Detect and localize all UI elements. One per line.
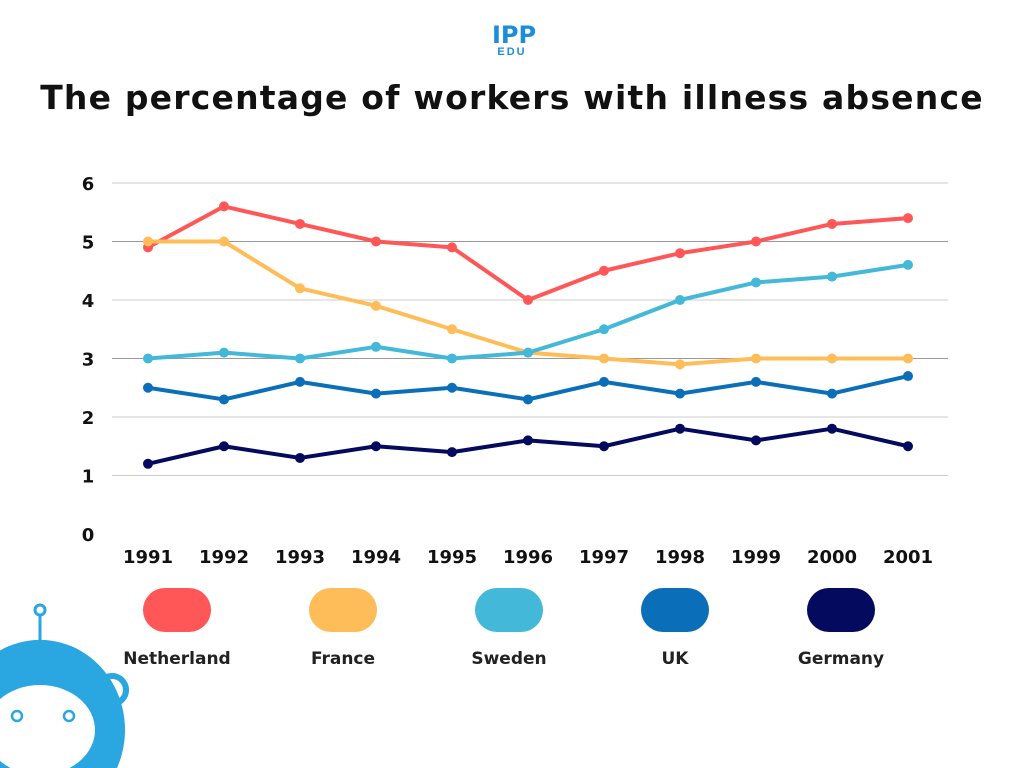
data-point-uk xyxy=(447,382,457,393)
y-tick-label: 5 xyxy=(82,233,95,254)
data-point-uk xyxy=(751,376,761,387)
data-point-france xyxy=(295,283,305,294)
mascot-icon xyxy=(0,603,129,768)
data-point-netherland xyxy=(751,236,761,247)
legend-swatch xyxy=(143,588,211,632)
data-point-sweden xyxy=(751,277,761,288)
data-point-germany xyxy=(903,441,913,452)
data-point-netherland xyxy=(219,201,229,212)
data-point-germany xyxy=(219,441,229,452)
data-point-netherland xyxy=(371,236,381,247)
x-tick-label: 2000 xyxy=(807,547,857,568)
data-point-france xyxy=(143,236,153,247)
x-tick-label: 1999 xyxy=(731,547,781,568)
data-point-germany xyxy=(599,441,609,452)
data-point-germany xyxy=(523,435,533,446)
legend-swatch xyxy=(641,588,709,632)
data-point-uk xyxy=(295,376,305,387)
data-point-germany xyxy=(143,458,153,469)
x-tick-label: 2001 xyxy=(883,547,933,568)
data-point-sweden xyxy=(599,324,609,335)
x-tick-label: 1996 xyxy=(503,547,553,568)
x-tick-label: 1994 xyxy=(351,547,401,568)
data-point-netherland xyxy=(447,242,457,253)
data-point-france xyxy=(599,353,609,364)
data-point-netherland xyxy=(903,213,913,224)
data-point-uk xyxy=(599,376,609,387)
data-point-germany xyxy=(751,435,761,446)
x-tick-label: 1995 xyxy=(427,547,477,568)
x-tick-label: 1998 xyxy=(655,547,705,568)
data-point-france xyxy=(371,300,381,311)
data-point-uk xyxy=(675,388,685,399)
data-point-netherland xyxy=(295,218,305,229)
data-point-france xyxy=(675,359,685,370)
legend-swatch xyxy=(807,588,875,632)
series-line-germany xyxy=(147,426,909,466)
series-line-sweden xyxy=(147,262,909,361)
data-point-uk xyxy=(903,371,913,382)
y-tick-label: 4 xyxy=(82,291,95,312)
x-tick-label: 1993 xyxy=(275,547,325,568)
data-point-netherland xyxy=(827,218,837,229)
data-point-germany xyxy=(295,452,305,463)
legend-label: Netherland xyxy=(123,649,231,669)
data-point-uk xyxy=(219,394,229,405)
legend-label: Sweden xyxy=(471,649,547,669)
data-point-sweden xyxy=(219,347,229,358)
y-tick-label: 1 xyxy=(82,467,95,488)
data-point-sweden xyxy=(447,353,457,364)
legend-label: UK xyxy=(661,649,689,669)
data-point-france xyxy=(751,353,761,364)
x-tick-label: 1997 xyxy=(579,547,629,568)
legend-swatch xyxy=(475,588,543,632)
data-point-netherland xyxy=(675,248,685,259)
x-tick-label: 1991 xyxy=(123,547,173,568)
data-point-germany xyxy=(675,423,685,434)
y-tick-label: 0 xyxy=(82,525,95,546)
y-tick-label: 6 xyxy=(82,174,95,195)
ipp-edu-logo: IPP EDU xyxy=(492,21,537,58)
legend-label: Germany xyxy=(797,649,885,669)
legend-label: France xyxy=(310,649,376,669)
data-point-uk xyxy=(523,394,533,405)
data-point-sweden xyxy=(827,271,837,282)
data-point-uk xyxy=(143,382,153,393)
y-tick-label: 3 xyxy=(82,350,95,371)
y-tick-label: 2 xyxy=(82,408,95,429)
series-line-netherland xyxy=(147,204,909,302)
data-point-sweden xyxy=(903,259,913,270)
data-point-uk xyxy=(371,388,381,399)
data-point-germany xyxy=(447,447,457,458)
logo-top: IPP xyxy=(492,21,537,49)
data-point-germany xyxy=(371,441,381,452)
data-point-sweden xyxy=(523,347,533,358)
x-tick-label: 1992 xyxy=(199,547,249,568)
data-point-france xyxy=(447,324,457,335)
data-point-sweden xyxy=(295,353,305,364)
data-point-sweden xyxy=(371,341,381,352)
logo-bottom: EDU xyxy=(497,46,527,58)
data-point-uk xyxy=(827,388,837,399)
data-point-sweden xyxy=(675,295,685,305)
chart-title: The percentage of workers with illness a… xyxy=(40,78,984,117)
data-point-netherland xyxy=(599,265,609,276)
data-point-france xyxy=(219,236,229,247)
data-point-sweden xyxy=(143,353,153,364)
legend-swatch xyxy=(309,588,377,632)
data-point-france xyxy=(827,353,837,364)
data-point-germany xyxy=(827,423,837,434)
data-point-france xyxy=(903,353,913,364)
data-point-netherland xyxy=(523,295,533,305)
